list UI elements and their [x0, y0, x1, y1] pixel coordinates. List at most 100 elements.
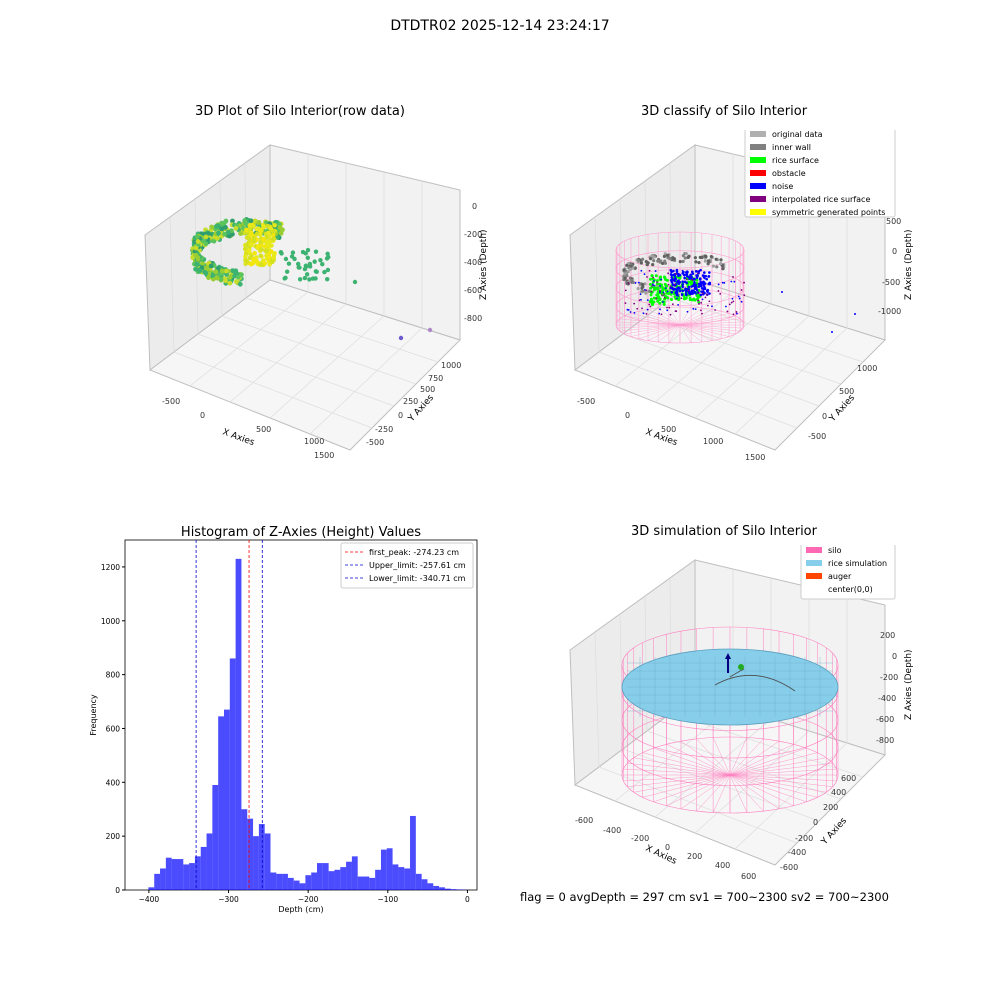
data-point [271, 252, 277, 257]
data-point [312, 259, 317, 264]
data-point [251, 256, 256, 262]
scatter-point [655, 297, 658, 300]
histogram-bar [346, 861, 352, 890]
data-point [238, 231, 243, 236]
silo-floor-spoke [729, 747, 807, 776]
classify-3d-plot: -500 0 500 1000 1500 -500 0 500 1000 500… [569, 130, 914, 462]
data-point [234, 279, 239, 284]
data-point [318, 258, 323, 263]
classify-xtick: -500 [577, 397, 595, 406]
histogram-bar [189, 863, 195, 890]
scatter-point [732, 300, 735, 303]
scatter-point [660, 278, 662, 281]
data-point [304, 264, 309, 269]
scatter-point [680, 297, 683, 300]
data-point [324, 256, 330, 261]
grid-line [670, 297, 864, 363]
scatter-point [663, 296, 666, 299]
silo-floor-spoke [668, 307, 681, 326]
silo-floor-spoke [647, 324, 681, 341]
silo-floor-spoke [619, 324, 681, 332]
scatter-point [681, 294, 683, 297]
scatter-point [686, 310, 689, 313]
data-point [398, 335, 404, 341]
noise-point [699, 293, 703, 297]
grid-line [622, 333, 820, 407]
inner-wall-point [631, 280, 635, 285]
rice-surface-point [696, 297, 700, 301]
scatter-point [670, 270, 672, 273]
silo-floor-spoke [657, 307, 681, 326]
scatter-point [717, 290, 720, 292]
rice-surface-point [656, 296, 660, 300]
histogram-bar [369, 877, 376, 890]
histogram-bar [334, 869, 341, 890]
scatter-point [737, 295, 740, 298]
scatter-point [633, 302, 636, 305]
data-point [227, 274, 233, 280]
silo-floor-spoke [729, 774, 827, 793]
raw-ztick: -800 [464, 314, 482, 323]
noise-point [707, 275, 710, 278]
inner-wall-point [657, 259, 661, 263]
sim-xtick: -600 [575, 816, 593, 825]
histogram-y-ticks: 0 200 400 600 800 1000 1200 [101, 563, 125, 895]
scatter-point [667, 272, 670, 275]
histogram-bar [241, 809, 248, 890]
noise-point [693, 280, 696, 284]
rice-surface-point [665, 284, 669, 288]
scatter-point [683, 276, 686, 279]
data-point [262, 261, 268, 266]
noise-point [675, 269, 679, 273]
scatter-point [634, 282, 637, 284]
data-point [325, 267, 331, 273]
scatter-point [700, 309, 702, 312]
data-point [244, 242, 249, 248]
scatter-point [624, 302, 627, 305]
histogram-title: Histogram of Z-Axies (Height) Values [181, 525, 421, 540]
rice-surface-point [649, 277, 653, 281]
scatter-point [640, 269, 643, 272]
noise-point [674, 276, 677, 280]
noise-point [689, 273, 692, 277]
scatter-point [687, 289, 690, 292]
silo-floor-spoke [696, 738, 731, 776]
data-point [237, 281, 243, 287]
histogram-bar [160, 868, 166, 890]
scatter-point [658, 312, 661, 315]
sim-rice-surface [621, 648, 839, 726]
scatter-point [723, 281, 726, 284]
scatter-point [730, 301, 733, 304]
grid-line [594, 216, 600, 353]
inner-wall-point [662, 254, 667, 258]
scatter-point [692, 284, 694, 287]
silo-floor-spoke [679, 324, 730, 337]
grid-line [221, 315, 417, 385]
scatter-point [668, 306, 671, 309]
inner-wall-point [706, 262, 710, 266]
inner-wall-point [721, 267, 725, 271]
sim-ztick: -400 [878, 694, 896, 703]
rice-surface-point [693, 298, 697, 302]
data-point [214, 223, 220, 229]
legend-swatch [750, 183, 766, 189]
noise-point [693, 290, 697, 294]
silo-floor-spoke [679, 324, 713, 341]
scatter-point [669, 285, 672, 288]
inner-wall-point [719, 258, 723, 262]
inner-wall-point [644, 290, 648, 295]
raw-ztick: -400 [464, 258, 482, 267]
histogram-bar [328, 871, 335, 890]
inner-wall-point [704, 255, 708, 259]
rice-surface-point [655, 282, 659, 286]
silo-floor-spoke [680, 774, 731, 810]
inner-wall-point [693, 256, 697, 260]
histogram-marker-lines [195, 540, 263, 890]
scatter-point [650, 290, 653, 293]
silo-floor-spoke [616, 324, 681, 329]
inner-wall-point [651, 263, 655, 267]
data-point [222, 231, 227, 237]
data-point [271, 255, 276, 261]
data-point [227, 280, 233, 286]
data-point [213, 269, 219, 275]
